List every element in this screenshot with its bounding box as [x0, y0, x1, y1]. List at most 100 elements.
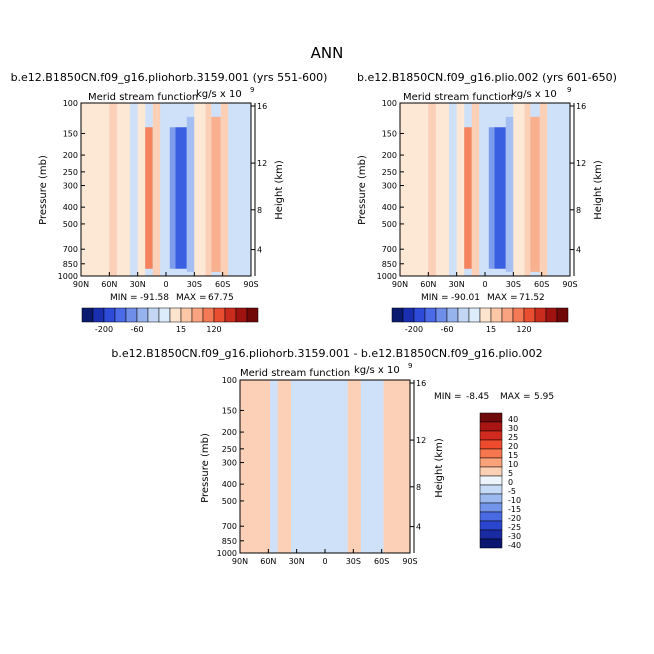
colorbar-label: -60: [440, 325, 453, 334]
contour-band: [137, 103, 146, 276]
panel-diff-title: b.e12.B1850CN.f09_g16.pliohorb.3159.001 …: [111, 347, 542, 360]
y-tick-label: 1000: [377, 272, 397, 281]
contour-band: [464, 127, 472, 269]
x-tick-label: 60S: [534, 280, 549, 289]
panel-a-subtitle-left: Merid stream function: [88, 92, 198, 103]
y-tick-label: 400: [63, 203, 78, 212]
x-tick-label: 0: [322, 557, 327, 566]
colorbar-swatch: [479, 511, 503, 522]
y-tick-label: 150: [63, 129, 78, 138]
figure-title: ANN: [311, 44, 344, 62]
colorbar-label: -200: [405, 325, 423, 334]
colorbar-swatch: [224, 307, 237, 323]
panel-b-max-value: 71.52: [519, 293, 545, 303]
colorbar-swatch: [479, 421, 503, 432]
panel-a-max-label: MAX =: [176, 293, 207, 303]
y-tick-label: 500: [382, 220, 397, 229]
contour-band: [186, 116, 195, 272]
panel-b-ylabel-right: Height (km): [593, 160, 604, 220]
y-right-tick-label: 8: [257, 206, 262, 215]
y-right-tick-label: 12: [257, 159, 267, 168]
y-tick-label: 300: [63, 182, 78, 191]
colorbar-swatch: [92, 307, 105, 323]
y-right-tick-label: 4: [576, 246, 581, 255]
contour-band: [291, 380, 348, 553]
colorbar-swatch: [402, 307, 415, 323]
colorbar-swatch: [413, 307, 426, 323]
panel-b-subtitle-left: Merid stream function: [403, 92, 513, 103]
colorbar-label: 30: [508, 424, 518, 433]
x-tick-label: 60S: [215, 280, 230, 289]
colorbar-swatch: [202, 307, 215, 323]
x-tick-label: 30N: [449, 280, 465, 289]
contour-band: [449, 103, 457, 276]
panel-diff-plot: 100 150 200 250 300 400 500 700 850 1000 16 12 8 4 90N…: [217, 376, 427, 566]
y-right-tick-label: 16: [257, 102, 267, 111]
colorbar-swatch: [479, 529, 503, 540]
contour-band: [130, 103, 138, 276]
y-right-tick-label: 12: [576, 159, 586, 168]
y-right-tick-label: 8: [576, 206, 581, 215]
panel-a-min-label: MIN =: [110, 293, 138, 303]
y-tick-label: 400: [382, 203, 397, 212]
panel-a-plot: 100 150 200 250 300 400 500 700 850 1000 16 12 8 4 90N…: [58, 99, 268, 289]
panel-a-subtitle-right: kg/s x 10: [196, 89, 242, 100]
contour-band: [194, 103, 206, 276]
y-tick-label: 250: [222, 445, 237, 454]
x-tick-label: 60N: [420, 280, 436, 289]
panel-diff: b.e12.B1850CN.f09_g16.pliohorb.3159.001 …: [111, 347, 554, 566]
y-right-tick-label: 4: [416, 523, 421, 532]
contour-band: [220, 103, 229, 276]
y-tick-label: 850: [382, 260, 397, 269]
colorbar-swatch: [246, 307, 259, 323]
contour-band: [494, 127, 506, 269]
colorbar-swatch: [169, 307, 182, 323]
panel-a-colorbar: -200 -60 15 120: [81, 307, 259, 334]
colorbar-swatch: [534, 307, 547, 323]
colorbar-swatch: [556, 307, 569, 323]
colorbar-swatch: [235, 307, 248, 323]
panel-a-ylabel: Pressure (mb): [38, 155, 49, 225]
x-tick-label: 0: [163, 280, 168, 289]
colorbar-swatch: [490, 307, 503, 323]
colorbar-swatch: [479, 439, 503, 450]
colorbar-swatch: [446, 307, 459, 323]
contour-band: [360, 380, 384, 553]
colorbar-swatch: [191, 307, 204, 323]
contour-band: [347, 380, 361, 553]
colorbar-swatch: [479, 484, 503, 495]
colorbar-label: -20: [508, 514, 521, 523]
colorbar-swatch: [479, 502, 503, 513]
y-tick-label: 150: [382, 129, 397, 138]
y-tick-label: 200: [222, 428, 237, 437]
colorbar-swatch: [479, 412, 503, 423]
x-tick-label: 90N: [392, 280, 408, 289]
y-tick-label: 100: [222, 376, 237, 385]
colorbar-label: -5: [508, 487, 516, 496]
colorbar-swatch: [457, 307, 470, 323]
panel-diff-ylabel: Pressure (mb): [200, 433, 211, 503]
contour-band: [505, 116, 514, 272]
contour-band: [211, 116, 221, 272]
colorbar-label: -30: [508, 532, 521, 541]
panel-a-title: b.e12.B1850CN.f09_g16.pliohorb.3159.001 …: [11, 71, 328, 84]
panel-a-min-value: -91.58: [140, 293, 169, 303]
colorbar-label: 40: [508, 415, 518, 424]
panel-b-ylabel: Pressure (mb): [357, 155, 368, 225]
x-tick-label: 30S: [187, 280, 202, 289]
colorbar-swatch: [136, 307, 149, 323]
contour-band: [109, 103, 117, 276]
x-tick-label: 30N: [289, 557, 305, 566]
y-tick-label: 850: [63, 260, 78, 269]
y-tick-label: 700: [63, 245, 78, 254]
colorbar-swatch: [512, 307, 525, 323]
y-right-tick-label: 4: [257, 246, 262, 255]
contour-band: [145, 127, 153, 269]
colorbar-swatch: [391, 307, 404, 323]
colorbar-label: 5: [508, 469, 513, 478]
panel-a-subtitle-exp: 9: [250, 86, 254, 94]
contour-band: [270, 380, 278, 553]
contour-band: [488, 127, 495, 269]
contour-band: [228, 103, 251, 276]
